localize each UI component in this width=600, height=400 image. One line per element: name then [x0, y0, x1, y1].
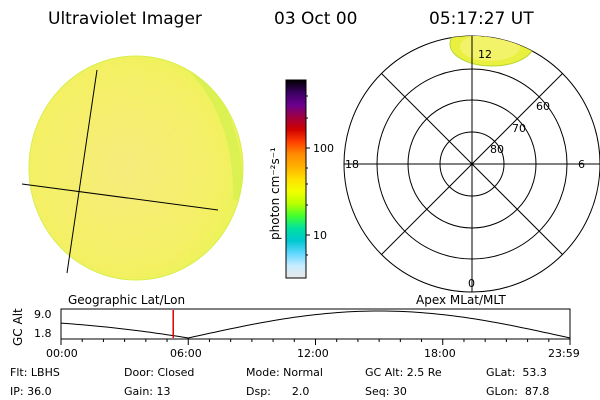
image-date: 03 Oct 00 [274, 9, 357, 29]
altitude-timeline-panel [60, 308, 571, 340]
status-ip: IP: 36.0 [10, 385, 52, 398]
geographic-label: Geographic Lat/Lon [68, 293, 185, 307]
colorbar-unit-label: photon cm⁻²s⁻¹ [268, 147, 282, 240]
geographic-grid-lines [21, 69, 219, 274]
image-time: 05:17:27 UT [429, 9, 534, 29]
lat-label-70: 70 [512, 122, 526, 135]
time-label-0600: 06:00 [170, 347, 202, 360]
mlt-label-12: 12 [478, 48, 492, 61]
lat-label-80: 80 [490, 143, 504, 156]
time-axis-ticks [60, 339, 571, 345]
status-gain: Gain: 13 [124, 385, 171, 398]
gc-alt-min: 1.8 [34, 327, 52, 340]
gc-alt-max: 9.0 [34, 308, 52, 321]
app-title: Ultraviolet Imager [48, 9, 202, 29]
time-label-1800: 18:00 [424, 347, 456, 360]
polar-mlat-mlt-plot [343, 35, 600, 293]
mlt-label-6: 6 [578, 158, 585, 171]
time-label-1200: 12:00 [297, 347, 329, 360]
colorbar-tick-10: 10 [313, 229, 327, 242]
gc-alt-axis-title: GC Alt [11, 308, 25, 346]
status-gc-alt: GC Alt: 2.5 Re [365, 366, 442, 379]
mlt-label-18: 18 [345, 158, 359, 171]
apex-label: Apex MLat/MLT [416, 293, 506, 307]
uv-image-disk [28, 55, 244, 281]
altitude-curve [60, 310, 571, 339]
status-glat: GLat: 53.3 [486, 366, 547, 379]
status-door: Door: Closed [124, 366, 194, 379]
time-label-0000: 00:00 [46, 347, 78, 360]
status-dsp: Dsp: 2.0 [246, 385, 309, 398]
color-scale-bar [285, 79, 310, 279]
lat-label-60: 60 [536, 100, 550, 113]
time-label-2359: 23:59 [548, 347, 580, 360]
status-seq: Seq: 30 [365, 385, 407, 398]
status-mode: Mode: Normal [246, 366, 323, 379]
mlt-label-0: 0 [468, 277, 475, 290]
colorbar-tick-100: 100 [313, 142, 334, 155]
status-filter: Flt: LBHS [10, 366, 60, 379]
status-glon: GLon: 87.8 [486, 385, 549, 398]
